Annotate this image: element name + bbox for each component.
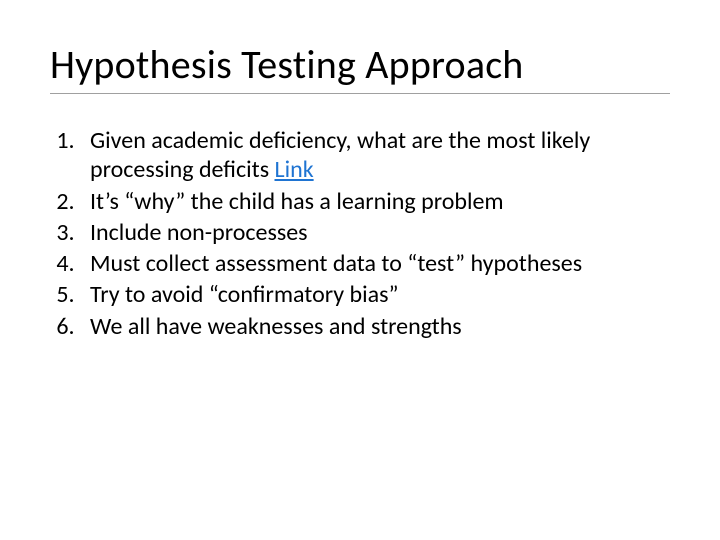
- list-item: Include non-processes: [80, 218, 670, 247]
- list-item-text: It’s “why” the child has a learning prob…: [90, 187, 504, 216]
- list-item-text: Must collect assessment data to “test” h…: [90, 249, 582, 278]
- slide-title: Hypothesis Testing Approach: [50, 40, 670, 94]
- link[interactable]: Link: [275, 155, 314, 184]
- list-item: We all have weaknesses and strengths: [80, 312, 670, 341]
- list-item: Try to avoid “confirmatory bias”: [80, 280, 670, 309]
- list-item-text: Try to avoid “confirmatory bias”: [90, 280, 399, 309]
- list-item: Given academic deficiency, what are the …: [80, 126, 670, 185]
- slide: Hypothesis Testing Approach Given academ…: [0, 0, 720, 540]
- list-item-text: Include non-processes: [90, 218, 308, 247]
- list-item-text: We all have weaknesses and strengths: [90, 312, 462, 341]
- list-item-text: Given academic deficiency, what are the …: [90, 126, 590, 184]
- list-item: It’s “why” the child has a learning prob…: [80, 187, 670, 216]
- list-item: Must collect assessment data to “test” h…: [80, 249, 670, 278]
- numbered-list: Given academic deficiency, what are the …: [80, 126, 670, 341]
